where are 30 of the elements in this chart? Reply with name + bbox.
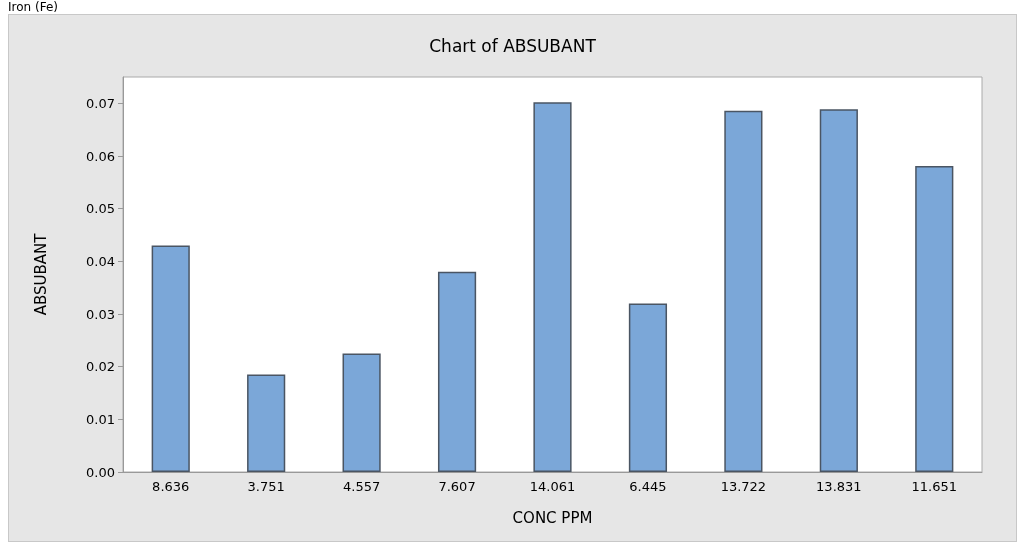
bar [151,245,190,472]
text: Iron (Fe) [8,0,58,14]
x-axis-title: CONC PPM [512,508,593,527]
x-tick-label: 4.557 [343,479,381,494]
y-tick-label: 0.01 [86,411,115,427]
y-tick-label: 0.07 [86,95,115,111]
x-tick-label: 14.061 [529,479,576,494]
y-tick-label: 0.06 [86,148,115,164]
bar [342,353,381,472]
x-tick-label: 13.722 [720,479,767,494]
x-tick-label: 8.636 [152,479,190,494]
bar [724,110,763,472]
bar [437,271,477,472]
y-tick-label: 0.03 [86,306,115,322]
bar [247,374,286,472]
y-tick-label: 0.04 [86,253,115,269]
bar [915,166,954,472]
y-tick-label: 0.05 [86,201,115,217]
x-tick-label: 13.831 [816,479,862,494]
x-tick-label: 7.607 [438,479,476,494]
bar [533,102,572,472]
x-tick-label: 6.445 [629,479,667,494]
y-axis-title: ABSUBANT [31,232,50,316]
x-tick-label: 11.651 [911,479,958,494]
y-tick-label: 0.00 [86,464,115,480]
bar [628,303,668,472]
bar [819,109,858,472]
chart-title: Chart of ABSUBANT [429,35,597,56]
y-tick-label: 0.02 [86,359,115,375]
x-tick-label: 3.751 [247,479,285,494]
